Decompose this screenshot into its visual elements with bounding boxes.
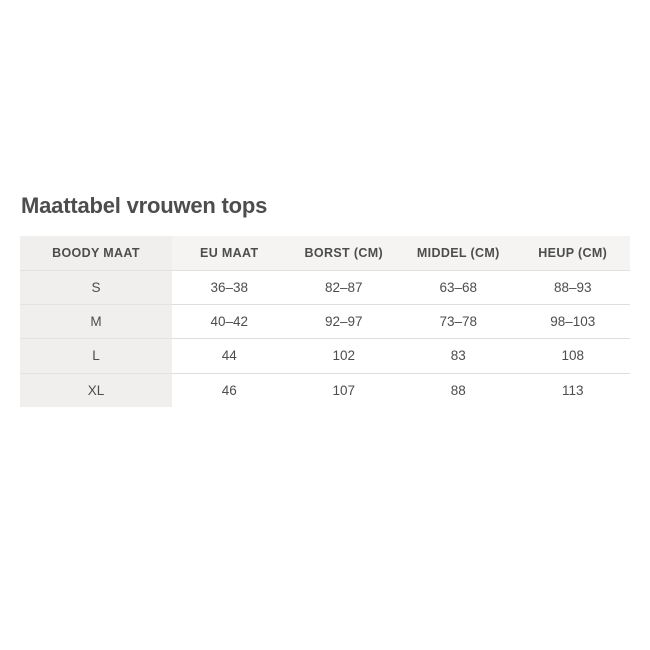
cell-boody-maat: S [20, 269, 172, 305]
cell-heup-cm: 108 [515, 338, 630, 374]
cell-middel-cm: 88 [401, 372, 516, 407]
cell-eu-maat: 40–42 [172, 304, 287, 339]
cell-heup-cm: 98–103 [515, 304, 630, 339]
cell-borst-cm: 107 [286, 372, 401, 407]
size-chart-table: BOODY MAAT EU MAAT BORST (CM) MIDDEL (CM… [20, 236, 630, 407]
column-header-boody-maat: BOODY MAAT [20, 236, 172, 271]
cell-borst-cm: 102 [286, 338, 401, 374]
cell-heup-cm: 88–93 [515, 269, 630, 305]
cell-boody-maat: L [20, 338, 172, 374]
table-body: S 36–38 82–87 63–68 88–93 M 40–42 92–97 … [20, 269, 630, 407]
column-header-eu-maat: EU MAAT [200, 246, 259, 260]
cell-borst-cm: 82–87 [286, 269, 401, 305]
cell-boody-maat: XL [20, 372, 172, 407]
column-header-borst-cm: BORST (CM) [304, 246, 383, 260]
cell-middel-cm: 63–68 [401, 269, 516, 305]
table-row: L 44 102 83 108 [20, 338, 630, 374]
table-row: S 36–38 82–87 63–68 88–93 [20, 269, 630, 305]
size-chart-container: BOODY MAAT EU MAAT BORST (CM) MIDDEL (CM… [20, 236, 630, 407]
column-header-heup-cm: HEUP (CM) [538, 246, 608, 260]
cell-boody-maat: M [20, 304, 172, 339]
table-header-row: BOODY MAAT EU MAAT BORST (CM) MIDDEL (CM… [20, 236, 630, 271]
cell-heup-cm: 113 [515, 372, 630, 407]
page-title: Maattabel vrouwen tops [21, 193, 268, 218]
cell-eu-maat: 46 [172, 372, 287, 407]
cell-middel-cm: 73–78 [401, 304, 516, 339]
cell-eu-maat: 36–38 [172, 269, 287, 305]
cell-middel-cm: 83 [401, 338, 516, 374]
column-header-middel-cm: MIDDEL (CM) [416, 246, 500, 260]
cell-eu-maat: 44 [172, 338, 287, 374]
table-row: M 40–42 92–97 73–78 98–103 [20, 304, 630, 339]
table-header: BOODY MAAT EU MAAT BORST (CM) MIDDEL (CM… [20, 236, 630, 271]
cell-borst-cm: 92–97 [286, 304, 401, 339]
table-row: XL 46 107 88 113 [20, 372, 630, 407]
